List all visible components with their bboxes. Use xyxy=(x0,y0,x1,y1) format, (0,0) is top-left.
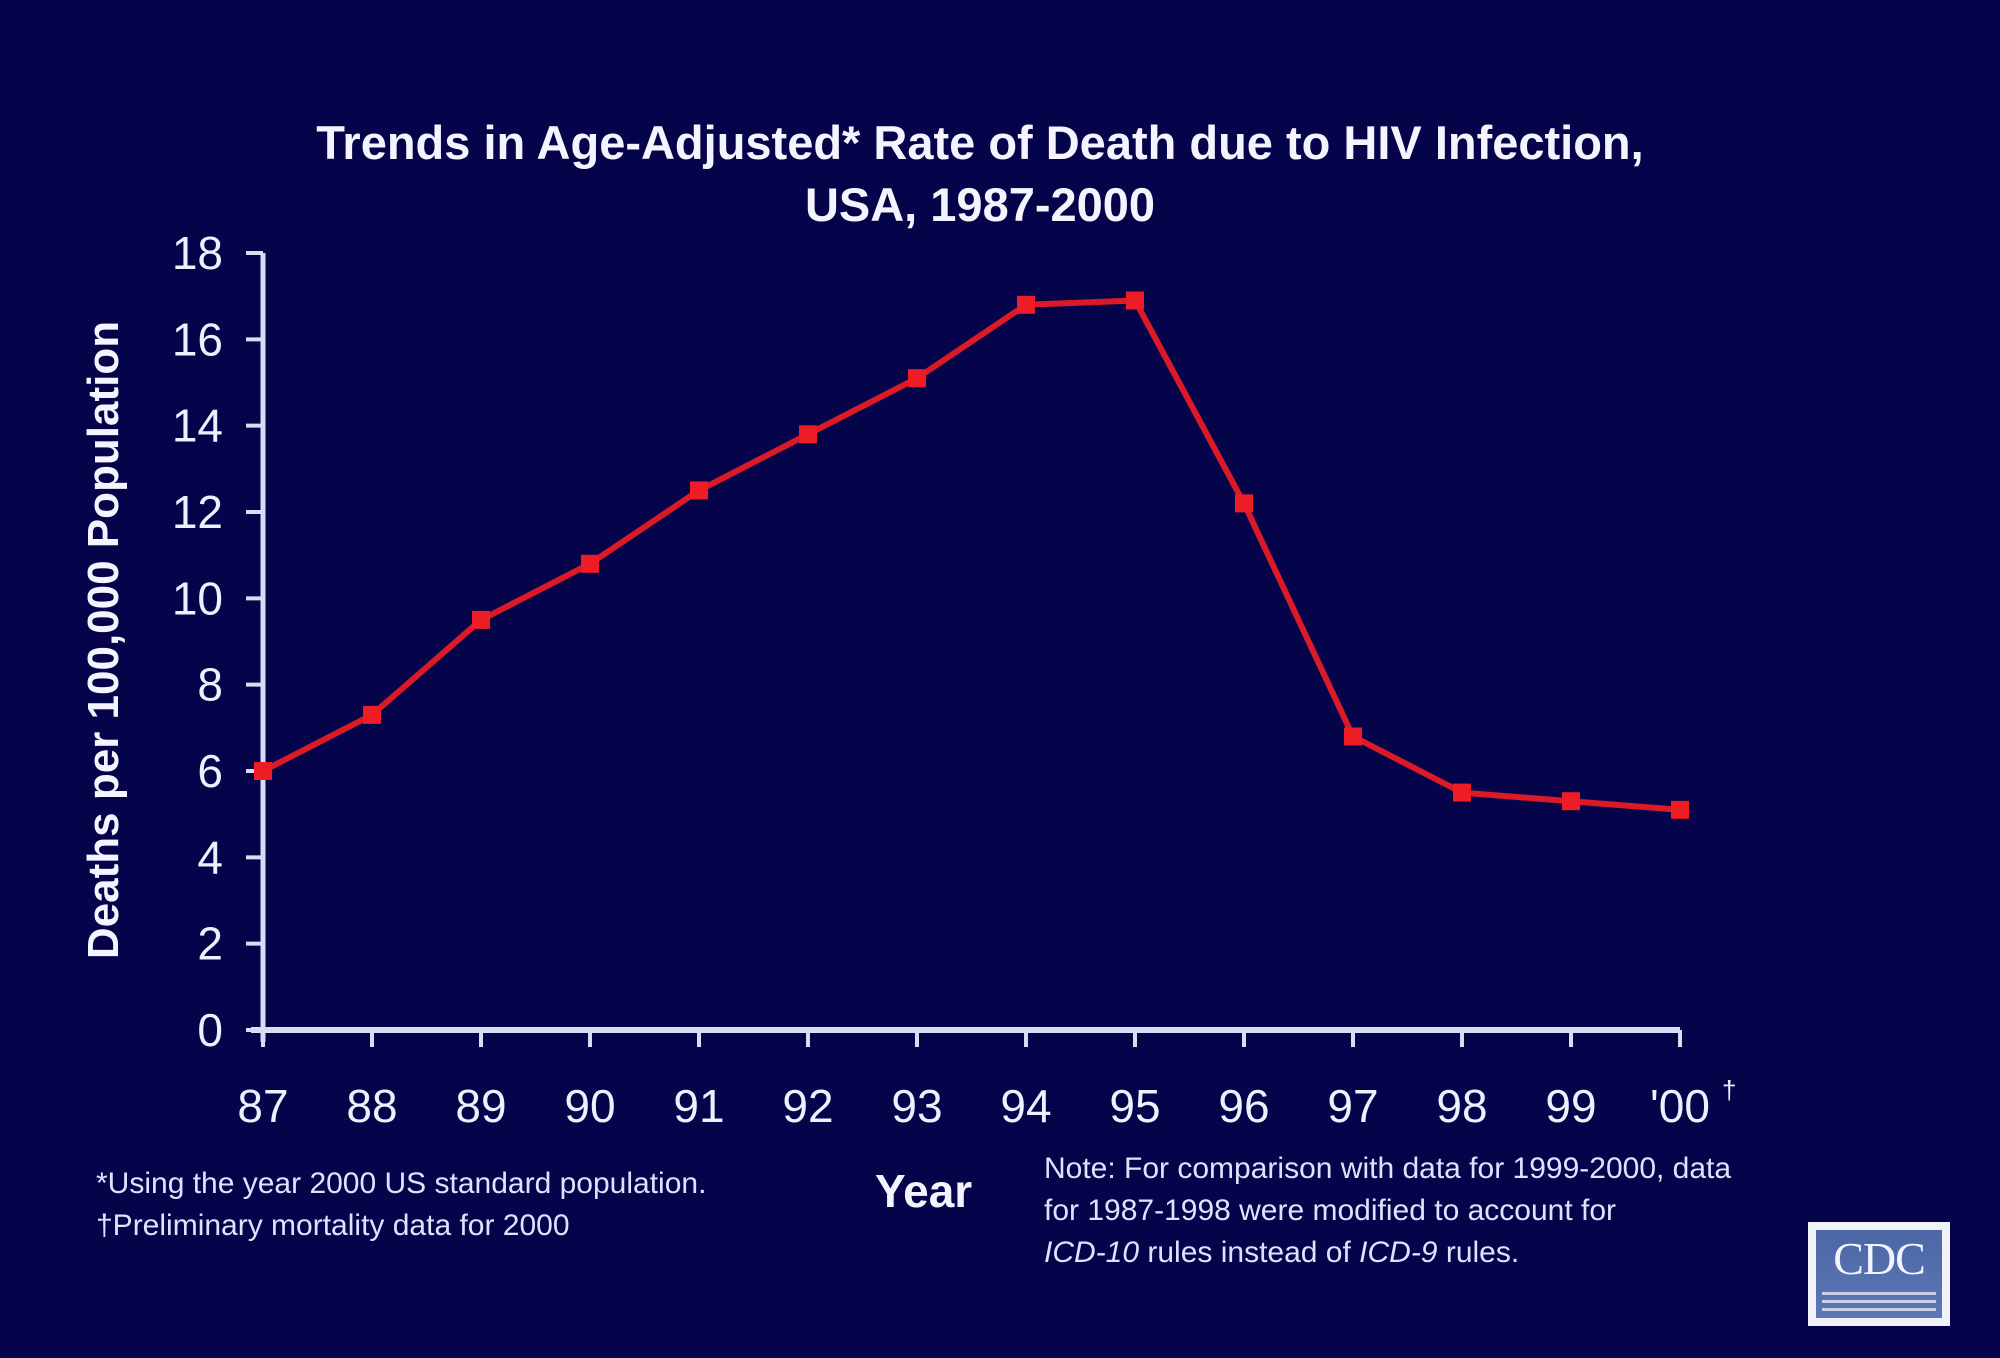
series xyxy=(254,291,1689,819)
x-tick-label: 89 xyxy=(455,1080,506,1132)
note-line-2: for 1987-1998 were modified to account f… xyxy=(1044,1194,1617,1227)
preliminary-dagger-marker: † xyxy=(1722,1075,1737,1105)
y-tick-label: 4 xyxy=(197,831,223,883)
x-tick-label: 96 xyxy=(1218,1080,1269,1132)
footnote-standard-population: *Using the year 2000 US standard populat… xyxy=(96,1167,707,1200)
chart-title: Trends in Age-Adjusted* Rate of Death du… xyxy=(0,112,1960,236)
x-tick-label: 97 xyxy=(1327,1080,1378,1132)
x-tick-label: 87 xyxy=(237,1080,288,1132)
note-line-3-end: rules. xyxy=(1437,1236,1520,1269)
y-tick-label: 16 xyxy=(172,313,223,365)
y-tick-label: 6 xyxy=(197,745,223,797)
cdc-logo-subtext-line xyxy=(1822,1292,1936,1295)
cdc-logo: CDC xyxy=(1808,1222,1950,1326)
chart-title-line1: Trends in Age-Adjusted* Rate of Death du… xyxy=(316,116,1644,169)
x-tick-label: 91 xyxy=(673,1080,724,1132)
y-tick-label: 10 xyxy=(172,572,223,624)
y-tick-label: 12 xyxy=(172,486,223,538)
data-point-marker xyxy=(690,481,708,500)
note-line-1: Note: For comparison with data for 1999-… xyxy=(1044,1152,1732,1185)
data-point-marker xyxy=(1344,727,1362,746)
y-tick-label: 14 xyxy=(172,400,223,452)
cdc-logo-subtext-line xyxy=(1822,1308,1936,1311)
y-tick-label: 2 xyxy=(197,918,223,970)
data-point-marker xyxy=(1235,494,1253,513)
axes xyxy=(251,253,1680,1042)
x-tick-label: 93 xyxy=(891,1080,942,1132)
x-tick-label: 94 xyxy=(1000,1080,1051,1132)
x-tick-label: 95 xyxy=(1109,1080,1160,1132)
footnotes: *Using the year 2000 US standard populat… xyxy=(96,1163,706,1247)
data-point-marker xyxy=(1453,783,1471,802)
y-tick-label: 0 xyxy=(197,1004,223,1056)
y-tick-label: 18 xyxy=(172,227,223,279)
x-tick-label: 99 xyxy=(1545,1080,1596,1132)
note-line-3: ICD-10 rules instead of ICD-9 rules. xyxy=(1044,1232,1731,1274)
data-point-marker xyxy=(1562,792,1580,811)
data-point-marker xyxy=(799,425,817,444)
y-tick-label: 8 xyxy=(197,659,223,711)
x-tick-label: 92 xyxy=(782,1080,833,1132)
x-tick-label: '00 xyxy=(1650,1080,1710,1132)
x-ticks: 87 88 89 90 91 92 93 94 95 96 97 98 99 '00 xyxy=(237,1030,1710,1132)
cdc-logo-text: CDC xyxy=(1833,1233,1926,1284)
x-tick-label: 98 xyxy=(1436,1080,1487,1132)
x-tick-label: 90 xyxy=(564,1080,615,1132)
cdc-logo-subtext-line xyxy=(1822,1300,1936,1303)
data-point-marker xyxy=(254,762,272,780)
icd9-term: ICD-9 xyxy=(1359,1236,1438,1269)
data-point-marker xyxy=(1671,800,1689,819)
data-point-marker xyxy=(472,610,490,629)
x-tick-label: 88 xyxy=(346,1080,397,1132)
data-point-marker xyxy=(363,705,381,724)
y-ticks: 0 2 4 6 8 10 12 14 16 18 xyxy=(172,227,263,1056)
series-line xyxy=(261,297,1681,813)
icd-note: Note: For comparison with data for 1999-… xyxy=(1044,1148,1731,1274)
data-point-marker xyxy=(908,369,926,388)
data-point-marker xyxy=(1017,295,1035,314)
footnote-preliminary-data: †Preliminary mortality data for 2000 xyxy=(96,1209,570,1242)
icd10-term: ICD-10 xyxy=(1044,1236,1140,1269)
note-line-3-mid: rules instead of xyxy=(1139,1236,1360,1269)
chart-subtitle: USA, 1987-2000 xyxy=(804,178,1156,231)
cdc-logo-panel: CDC xyxy=(1816,1230,1942,1318)
data-point-marker xyxy=(581,554,599,573)
data-point-marker xyxy=(1126,291,1144,310)
x-axis-label: Year xyxy=(875,1165,973,1217)
